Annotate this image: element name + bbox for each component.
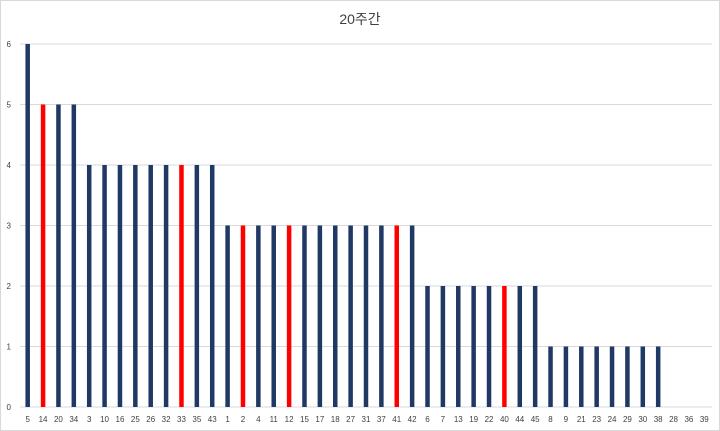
y-tick-label: 2 xyxy=(7,282,12,291)
x-tick-label: 25 xyxy=(131,415,140,424)
x-tick-label: 32 xyxy=(162,415,171,424)
x-tick-label: 13 xyxy=(454,415,463,424)
bar-23 xyxy=(594,346,599,407)
bar-38 xyxy=(655,346,661,407)
bar-6 xyxy=(425,286,430,407)
bar-42 xyxy=(409,225,415,407)
x-tick-label: 33 xyxy=(177,415,186,424)
x-tick-label: 28 xyxy=(669,415,678,424)
x-tick-label: 6 xyxy=(425,415,430,424)
x-tick-label: 5 xyxy=(25,415,30,424)
x-tick-label: 19 xyxy=(469,415,478,424)
bar-26 xyxy=(148,165,153,407)
x-tick-label: 11 xyxy=(270,415,279,424)
bar-43 xyxy=(209,165,215,407)
bar-4 xyxy=(256,225,261,407)
bar-2 xyxy=(240,225,246,407)
bar-40 xyxy=(502,286,507,407)
bar-9 xyxy=(563,346,569,407)
x-tick-label: 43 xyxy=(208,415,217,424)
y-tick-label: 1 xyxy=(7,343,12,352)
x-tick-label: 26 xyxy=(146,415,155,424)
x-tick-label: 18 xyxy=(331,415,340,424)
x-tick-label: 4 xyxy=(256,415,261,424)
bar-30 xyxy=(640,346,646,407)
bar-15 xyxy=(302,225,307,407)
bar-18 xyxy=(332,225,338,407)
bar-17 xyxy=(317,225,323,407)
bar-11 xyxy=(271,225,276,407)
x-tick-label: 14 xyxy=(39,415,48,424)
bar-21 xyxy=(579,346,584,407)
x-tick-label: 23 xyxy=(592,415,601,424)
bar-41 xyxy=(394,225,400,407)
x-tick-label: 42 xyxy=(408,415,417,424)
x-tick-label: 29 xyxy=(623,415,632,424)
x-tick-label: 8 xyxy=(548,415,553,424)
bar-13 xyxy=(456,286,461,407)
bar-44 xyxy=(517,286,523,407)
x-tick-label: 20 xyxy=(54,415,63,424)
x-tick-label: 45 xyxy=(531,415,540,424)
y-tick-label: 4 xyxy=(7,161,12,170)
x-tick-label: 22 xyxy=(485,415,494,424)
bar-27 xyxy=(348,225,353,407)
bar-16 xyxy=(117,165,123,407)
bar-33 xyxy=(179,165,184,407)
x-tick-label: 30 xyxy=(638,415,647,424)
bar-29 xyxy=(625,346,630,407)
bar-8 xyxy=(548,346,553,407)
x-tick-label: 16 xyxy=(116,415,125,424)
x-tick-label: 38 xyxy=(654,415,663,424)
bar-14 xyxy=(40,104,46,407)
x-tick-label: 2 xyxy=(241,415,246,424)
bar-19 xyxy=(471,286,476,407)
bar-31 xyxy=(363,225,369,407)
x-tick-label: 3 xyxy=(87,415,92,424)
x-tick-label: 15 xyxy=(300,415,309,424)
bar-37 xyxy=(379,225,384,407)
x-tick-label: 40 xyxy=(500,415,509,424)
x-tick-label: 39 xyxy=(700,415,709,424)
bar-20 xyxy=(56,104,61,407)
bar-5 xyxy=(25,44,30,407)
chart-title: 20주간 xyxy=(339,11,381,27)
x-tick-label: 7 xyxy=(441,415,446,424)
bar-3 xyxy=(86,165,92,407)
x-tick-label: 41 xyxy=(392,415,401,424)
x-tick-label: 10 xyxy=(100,415,109,424)
x-tick-label: 1 xyxy=(225,415,230,424)
bar-10 xyxy=(102,165,107,407)
x-tick-label: 12 xyxy=(285,415,294,424)
bar-35 xyxy=(194,165,200,407)
x-tick-label: 35 xyxy=(192,415,201,424)
bar-12 xyxy=(286,225,292,407)
y-tick-label: 6 xyxy=(7,40,12,49)
x-tick-label: 31 xyxy=(362,415,371,424)
x-tick-label: 37 xyxy=(377,415,386,424)
bar-32 xyxy=(163,165,169,407)
x-tick-label: 36 xyxy=(684,415,693,424)
y-tick-label: 3 xyxy=(7,222,12,231)
bar-22 xyxy=(486,286,492,407)
x-tick-label: 24 xyxy=(608,415,617,424)
bar-7 xyxy=(440,286,446,407)
bar-25 xyxy=(133,165,138,407)
x-tick-label: 34 xyxy=(69,415,78,424)
bar-1 xyxy=(225,225,230,407)
y-tick-label: 5 xyxy=(7,101,12,110)
bar-24 xyxy=(609,346,615,407)
x-tick-label: 21 xyxy=(577,415,586,424)
x-tick-label: 27 xyxy=(346,415,355,424)
bar-45 xyxy=(532,286,538,407)
x-tick-label: 44 xyxy=(515,415,524,424)
y-tick-label: 0 xyxy=(7,403,12,412)
x-tick-label: 9 xyxy=(564,415,569,424)
x-tick-label: 17 xyxy=(315,415,324,424)
bar-34 xyxy=(71,104,77,407)
